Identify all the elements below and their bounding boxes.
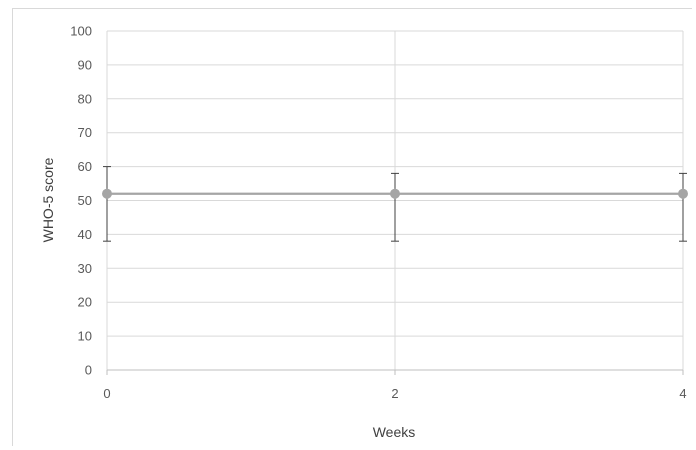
y-tick-label: 20 (78, 295, 92, 310)
series (102, 188, 688, 199)
y-tick-label: 10 (78, 329, 92, 344)
data-point (678, 188, 688, 199)
tick-labels: 0 10 20 30 40 50 60 70 80 90 100 0 2 4 (70, 24, 686, 402)
error-bars (103, 166, 687, 242)
x-tick-label: 0 (103, 386, 110, 401)
y-tick-label: 100 (70, 24, 92, 39)
y-tick-label: 30 (78, 261, 92, 276)
y-tick-label: 0 (85, 363, 92, 378)
y-tick-label: 70 (78, 125, 92, 140)
x-tick-label: 4 (679, 386, 686, 401)
gridlines (107, 30, 684, 370)
y-tick-label: 50 (78, 193, 92, 208)
y-tick-label: 60 (78, 159, 92, 174)
y-tick-label: 90 (78, 57, 92, 72)
y-tick-label: 80 (78, 91, 92, 106)
data-point (390, 188, 400, 199)
x-axis-title: Weeks (373, 424, 416, 440)
x-tick-label: 2 (391, 386, 398, 401)
data-point (102, 188, 112, 199)
chart-frame (12, 8, 692, 446)
y-axis-title: WHO-5 score (40, 157, 56, 242)
y-tick-label: 40 (78, 227, 92, 242)
